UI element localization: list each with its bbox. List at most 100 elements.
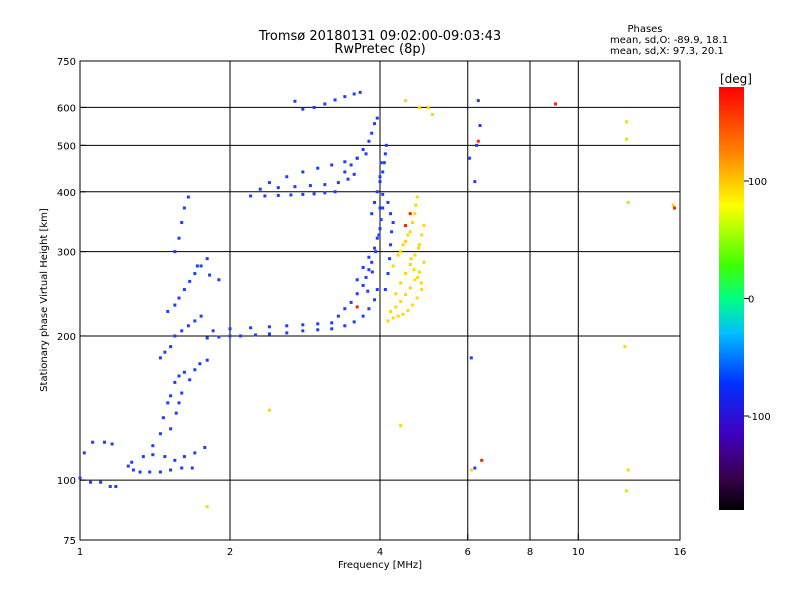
data-point <box>422 224 426 228</box>
data-point <box>352 92 356 96</box>
data-point <box>199 264 203 268</box>
y-tick-label: 750 <box>57 57 76 68</box>
data-point <box>82 451 86 455</box>
data-point <box>379 161 383 165</box>
data-point <box>378 227 382 231</box>
data-point <box>413 212 417 216</box>
data-point <box>198 362 202 366</box>
data-point <box>285 175 289 179</box>
data-point <box>370 212 374 216</box>
data-point <box>186 195 190 199</box>
data-point <box>413 278 417 282</box>
data-point <box>383 288 387 292</box>
data-point <box>375 190 379 194</box>
data-point <box>411 221 415 225</box>
data-point <box>285 331 289 335</box>
data-point <box>389 243 393 247</box>
data-point <box>343 170 347 174</box>
data-point <box>375 116 379 120</box>
data-point <box>285 324 289 328</box>
data-point <box>366 289 370 293</box>
data-point <box>336 181 340 185</box>
data-point <box>289 193 293 197</box>
data-point <box>370 270 374 274</box>
data-point <box>352 172 356 176</box>
data-point <box>78 476 82 480</box>
data-point <box>163 350 167 354</box>
data-point <box>399 281 403 285</box>
data-point <box>623 345 627 349</box>
data-point <box>473 466 477 470</box>
data-point <box>188 279 192 283</box>
data-point <box>389 212 393 216</box>
data-point <box>131 468 135 472</box>
data-point <box>375 288 379 292</box>
data-point <box>396 314 400 318</box>
data-point <box>426 105 430 109</box>
data-point <box>391 221 395 225</box>
data-point <box>205 358 209 362</box>
data-point <box>414 203 418 207</box>
data-point <box>673 206 677 210</box>
data-point <box>323 102 327 106</box>
data-point <box>158 356 162 360</box>
colorbar-tick-label: 0 <box>748 295 754 306</box>
grid-lines <box>80 61 680 540</box>
data-point <box>193 451 197 455</box>
x-tick-label: 10 <box>572 547 585 558</box>
data-point <box>388 257 392 261</box>
data-point <box>151 444 155 448</box>
data-point <box>391 316 395 320</box>
data-point <box>103 440 107 444</box>
data-point <box>381 192 385 196</box>
data-point <box>378 175 382 179</box>
data-point <box>177 236 181 240</box>
data-point <box>364 152 368 156</box>
data-point <box>386 200 390 204</box>
data-point <box>343 160 347 164</box>
data-point <box>367 139 371 143</box>
data-point <box>228 327 232 331</box>
data-point <box>249 194 253 198</box>
data-point <box>158 432 162 436</box>
data-point <box>148 470 152 474</box>
y-tick-label: 400 <box>57 188 76 199</box>
data-point <box>263 194 267 198</box>
data-point <box>180 329 184 333</box>
x-tick-label: 16 <box>674 547 687 558</box>
data-point <box>330 163 334 167</box>
data-point <box>469 356 473 360</box>
data-point <box>205 257 209 261</box>
data-point <box>203 445 207 449</box>
data-point <box>386 272 390 276</box>
data-point <box>408 230 412 234</box>
data-point <box>391 264 395 268</box>
y-tick-label: 100 <box>57 476 76 487</box>
data-point <box>475 143 479 147</box>
colorbar-tick-label: -100 <box>748 412 771 423</box>
data-point <box>476 139 480 143</box>
data-point <box>276 193 280 197</box>
data-point <box>408 262 412 266</box>
data-point <box>267 332 271 336</box>
data-point <box>91 440 95 444</box>
data-point <box>399 300 403 304</box>
data-point <box>383 152 387 156</box>
data-point <box>138 470 142 474</box>
data-point <box>373 200 377 204</box>
data-point <box>403 293 407 297</box>
data-point <box>180 466 184 470</box>
data-point <box>108 484 112 488</box>
data-point <box>355 156 359 160</box>
phases-heading: Phases <box>627 24 662 35</box>
data-point <box>205 336 209 340</box>
colorbar-gradient <box>719 87 744 510</box>
data-point <box>323 191 327 195</box>
data-point <box>173 334 177 338</box>
data-point <box>420 288 424 292</box>
data-point <box>352 320 356 324</box>
data-point <box>625 489 629 493</box>
data-point <box>361 283 365 287</box>
phases-o-line: mean, sd,O: -89.9, 18.1 <box>610 35 728 46</box>
